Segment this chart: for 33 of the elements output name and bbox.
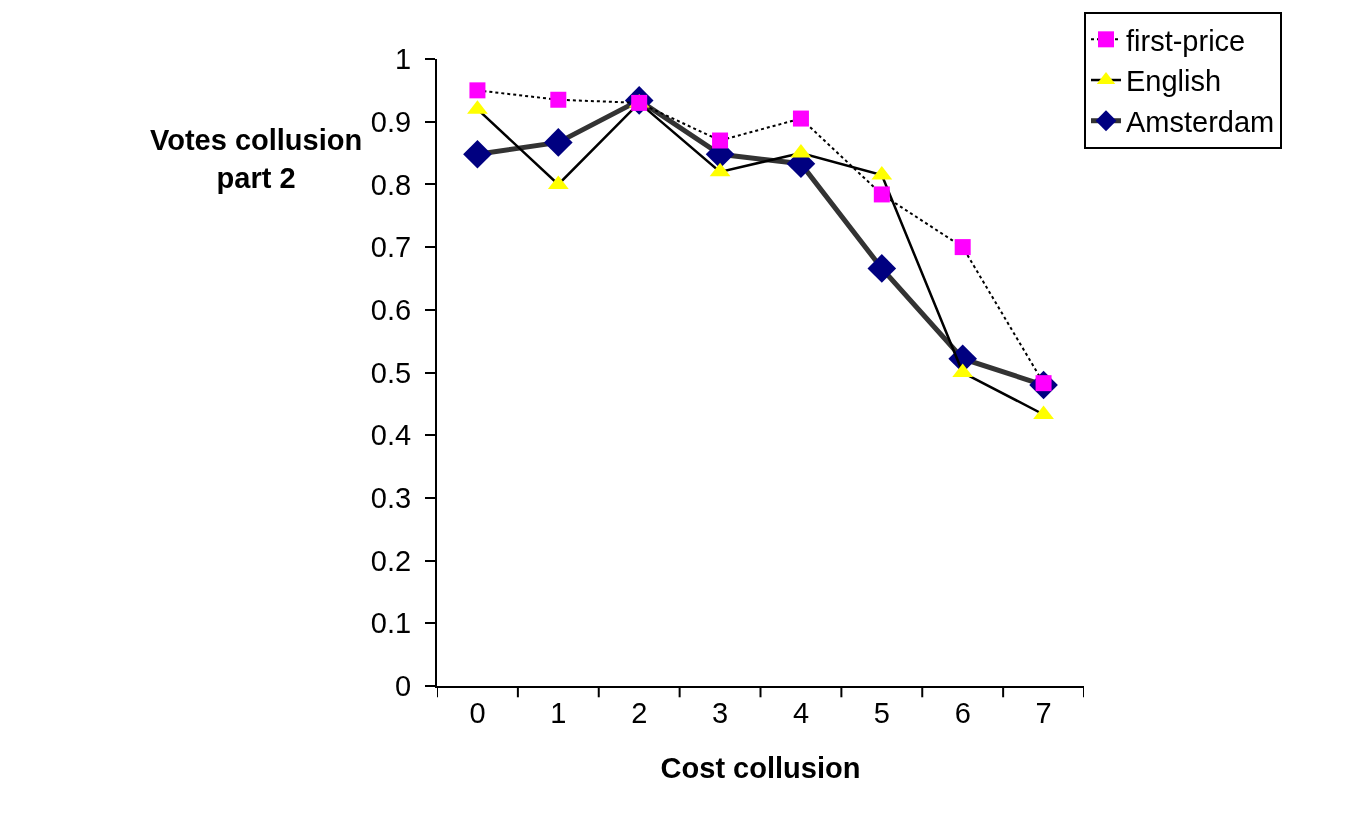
- y-tick-label: 0.5: [370, 356, 412, 389]
- x-tick-label: 7: [1035, 696, 1052, 729]
- y-tick-label: 0.7: [370, 231, 412, 264]
- legend-label: first-price: [1126, 24, 1246, 57]
- x-tick-label: 5: [873, 696, 890, 729]
- y-tick-label: 0.2: [370, 544, 412, 577]
- point: [712, 132, 729, 149]
- y-tick-label: 0.4: [370, 419, 412, 452]
- x-tick-label: 0: [469, 696, 486, 729]
- x-tick-label: 6: [954, 696, 971, 729]
- y-tick-label: 0.1: [370, 607, 412, 640]
- y-tick-label: 0.6: [370, 293, 412, 326]
- y-tick-label: 0.9: [370, 105, 412, 138]
- x-axis-title: Cost collusion: [660, 752, 861, 785]
- point: [544, 128, 573, 157]
- y-tick-label: 0: [395, 670, 412, 703]
- point: [954, 239, 971, 256]
- point: [463, 140, 492, 169]
- point: [550, 91, 567, 108]
- y-tick-label: 0.8: [370, 168, 412, 201]
- legend-label: Amsterdam: [1126, 106, 1275, 139]
- y-tick-label: 1: [395, 43, 412, 76]
- legend-label: English: [1126, 65, 1222, 98]
- point: [469, 82, 486, 99]
- point: [792, 110, 809, 127]
- x-tick-label: 2: [631, 696, 648, 729]
- x-tick-label: 1: [550, 696, 567, 729]
- x-tick-label: 4: [792, 696, 810, 729]
- y-axis-title: Votes collusion part 2: [150, 124, 363, 194]
- point: [873, 186, 890, 203]
- x-tick-label: 3: [711, 696, 729, 729]
- y-tick-label: 0.3: [370, 482, 412, 515]
- point: [867, 254, 897, 283]
